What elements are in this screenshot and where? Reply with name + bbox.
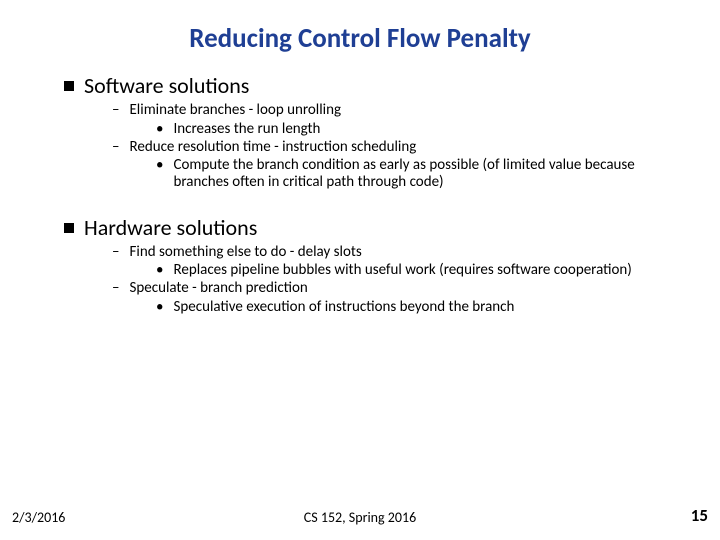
- slide: Reducing Control Flow Penalty Software s…: [0, 0, 720, 540]
- dash-item-text: Eliminate branches - loop unrolling: [129, 102, 341, 119]
- dash-item-text: Speculate - branch prediction: [129, 280, 307, 297]
- dot-item-text: Replaces pipeline bubbles with useful wo…: [173, 262, 631, 279]
- slide-title: Reducing Control Flow Penalty: [36, 22, 684, 55]
- section-heading-software: Software solutions: [36, 73, 684, 98]
- dash-bullet-icon: –: [112, 139, 119, 156]
- footer-date: 2/3/2016: [12, 509, 65, 526]
- dash-item: – Speculate - branch prediction: [36, 280, 684, 297]
- dot-bullet-icon: •: [156, 299, 163, 316]
- section-heading-hardware: Hardware solutions: [36, 215, 684, 240]
- dot-item: • Replaces pipeline bubbles with useful …: [36, 262, 684, 279]
- dot-bullet-icon: •: [156, 121, 163, 138]
- dot-item-text: Increases the run length: [173, 121, 320, 138]
- dot-bullet-icon: •: [156, 157, 163, 174]
- footer-page-number: 15: [691, 505, 708, 526]
- dot-item: • Compute the branch condition as early …: [36, 157, 684, 192]
- section-heading-text: Hardware solutions: [84, 215, 257, 240]
- dash-bullet-icon: –: [112, 280, 119, 297]
- dash-bullet-icon: –: [112, 244, 119, 261]
- dash-item-text: Find something else to do - delay slots: [129, 244, 361, 261]
- dash-item: – Find something else to do - delay slot…: [36, 244, 684, 261]
- dash-item-text: Reduce resolution time - instruction sch…: [129, 139, 416, 156]
- dot-item: • Increases the run length: [36, 121, 684, 138]
- square-bullet-icon: [64, 223, 74, 233]
- dot-item-text: Speculative execution of instructions be…: [173, 299, 514, 316]
- dash-item: – Reduce resolution time - instruction s…: [36, 139, 684, 156]
- dash-item: – Eliminate branches - loop unrolling: [36, 102, 684, 119]
- dot-item-text: Compute the branch condition as early as…: [173, 157, 654, 192]
- section-gap: [36, 193, 684, 215]
- dot-item: • Speculative execution of instructions …: [36, 299, 684, 316]
- section-heading-text: Software solutions: [84, 73, 249, 98]
- dash-bullet-icon: –: [112, 102, 119, 119]
- footer: 2/3/2016 CS 152, Spring 2016 15: [0, 509, 720, 526]
- square-bullet-icon: [64, 81, 74, 91]
- dot-bullet-icon: •: [156, 262, 163, 279]
- footer-course: CS 152, Spring 2016: [0, 509, 720, 526]
